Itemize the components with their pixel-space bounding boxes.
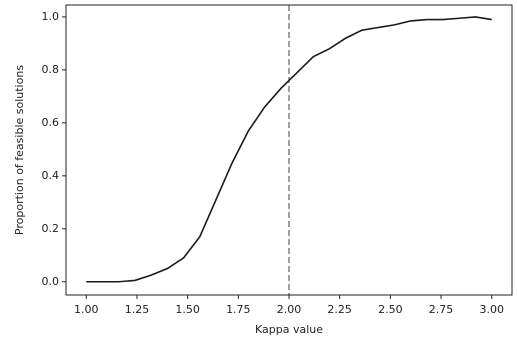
x-tick-label: 3.00 [479,303,504,316]
y-axis-label: Proportion of feasible solutions [13,65,26,235]
plot-frame [65,4,513,296]
y-tick-label: 0.6 [42,116,60,129]
x-tick-label: 2.00 [277,303,302,316]
x-tick-label: 2.50 [378,303,403,316]
x-tick-label: 1.00 [74,303,99,316]
x-tick-label: 1.50 [175,303,200,316]
x-axis-label: Kappa value [255,323,323,336]
y-tick-label: 1.0 [42,10,60,23]
y-tick-label: 0.2 [42,222,60,235]
y-tick-label: 0.8 [42,63,60,76]
x-tick-label: 2.25 [327,303,352,316]
x-tick-label: 1.75 [226,303,251,316]
y-tick-label: 0.0 [42,275,60,288]
y-tick-label: 0.4 [42,169,60,182]
data-line [86,16,492,283]
x-tick-label: 2.75 [429,303,454,316]
x-tick-label: 1.25 [125,303,150,316]
